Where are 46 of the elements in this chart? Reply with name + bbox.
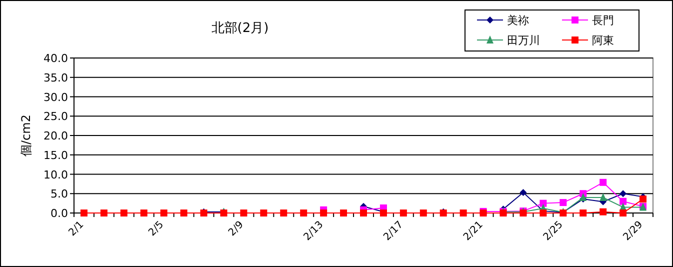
- y-tick-label: 5.0: [50, 188, 68, 201]
- point: [620, 198, 627, 205]
- point: [80, 210, 88, 216]
- legend-label: 美祢: [507, 14, 529, 27]
- point: [280, 210, 288, 216]
- y-tick-label: 25.0: [44, 110, 68, 124]
- point: [580, 210, 587, 216]
- legend-label: 長門: [592, 14, 614, 27]
- point: [160, 210, 168, 216]
- y-tick-label: 30.0: [44, 90, 68, 104]
- y-tick-label: 40.0: [44, 52, 68, 65]
- point: [620, 190, 627, 198]
- point: [100, 210, 108, 216]
- point: [540, 200, 547, 207]
- point: [560, 199, 567, 206]
- y-tick-label: 0.0: [50, 207, 68, 220]
- y-tick-label: 10.0: [44, 168, 68, 182]
- point: [320, 210, 328, 216]
- y-axis-title: 個/cm2: [19, 114, 33, 156]
- point: [460, 210, 467, 216]
- y-tick-label: 20.0: [44, 130, 68, 142]
- y-tick-label: 15.0: [44, 148, 68, 162]
- point: [640, 196, 647, 203]
- point: [600, 208, 607, 216]
- point: [120, 210, 128, 216]
- point: [300, 210, 308, 216]
- chart-title: 北部(2月): [211, 21, 269, 36]
- point: [520, 188, 527, 196]
- point: [340, 210, 348, 216]
- point: [580, 193, 587, 201]
- y-tick-label: 35.0: [44, 71, 68, 84]
- point: [600, 178, 607, 186]
- x-tick-label: 2/5: [146, 219, 166, 238]
- point: [420, 210, 427, 216]
- point: [240, 210, 248, 216]
- point: [600, 193, 607, 201]
- legend-label: 阿東: [592, 34, 614, 47]
- point: [180, 210, 188, 216]
- point: [620, 210, 627, 216]
- point: [360, 210, 367, 216]
- point: [260, 210, 268, 216]
- legend-label: 田万川: [507, 34, 540, 47]
- x-tick-label: 2/1: [66, 219, 86, 238]
- point: [400, 210, 407, 216]
- point: [140, 210, 148, 216]
- x-tick-label: 2/9: [226, 219, 246, 238]
